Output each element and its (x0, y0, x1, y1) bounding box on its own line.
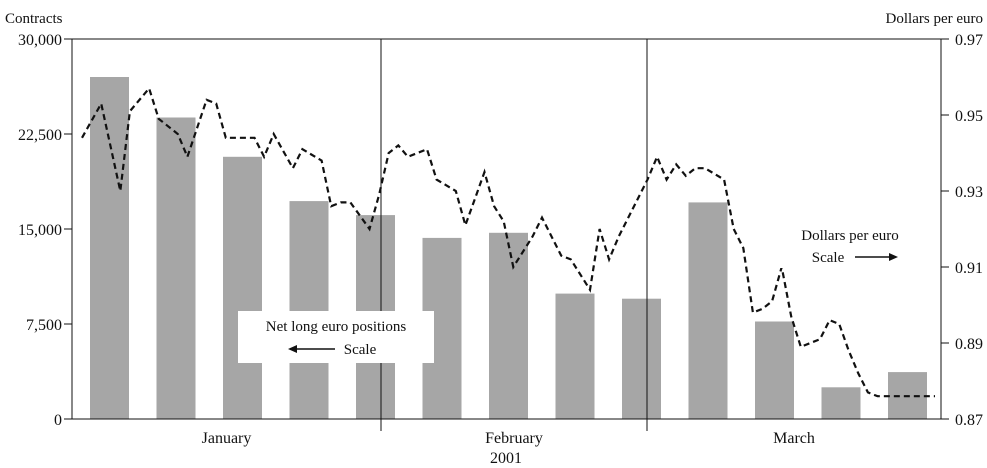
bars-annotation-line2: Scale (344, 342, 377, 358)
line-scale-annotation: Dollars per euro Scale (780, 220, 920, 268)
left-axis-title: Contracts (5, 11, 63, 27)
right-tick-label: 0.91 (955, 260, 983, 277)
month-label: February (485, 430, 543, 447)
bar (688, 202, 728, 419)
month-labels: January February March (202, 430, 815, 447)
line-annotation-line2: Scale (812, 250, 845, 266)
line-annotation-line1: Dollars per euro (801, 228, 898, 244)
bar (289, 201, 329, 419)
left-tick-label: 22,500 (18, 127, 62, 144)
right-tick-label: 0.87 (955, 412, 983, 429)
bars-annotation-box (238, 311, 434, 363)
right-tick-label: 0.89 (955, 336, 983, 353)
bar (156, 117, 196, 419)
bars-annotation-line1: Net long euro positions (266, 319, 407, 335)
month-label: January (202, 430, 252, 447)
bars-scale-annotation: Net long euro positions Scale (238, 311, 434, 363)
right-axis-title: Dollars per euro (886, 11, 983, 27)
bar (821, 387, 861, 419)
left-tick-label: 30,000 (18, 32, 62, 49)
bar (622, 298, 661, 419)
bar (90, 77, 129, 419)
right-tick-label: 0.93 (955, 184, 983, 201)
exchange-rate-line (81, 86, 935, 398)
right-tick-label: 0.95 (955, 108, 983, 125)
left-axis: 0 7,500 15,000 22,500 30,000 (18, 32, 72, 429)
bar (755, 321, 794, 419)
left-tick-label: 7,500 (26, 317, 62, 334)
left-arrow-icon (288, 345, 297, 353)
left-tick-label: 0 (54, 412, 62, 429)
left-tick-label: 15,000 (18, 222, 62, 239)
month-label: March (773, 430, 815, 447)
right-axis: 0.87 0.89 0.91 0.93 0.95 0.97 (941, 32, 983, 429)
bar (489, 232, 528, 419)
bar (223, 156, 262, 420)
right-arrow-icon (889, 253, 898, 261)
x-axis-title: 2001 (490, 450, 522, 467)
bar (555, 293, 595, 419)
right-tick-label: 0.97 (955, 32, 983, 49)
line-annotation-box (780, 220, 920, 268)
line-layer (81, 86, 935, 398)
